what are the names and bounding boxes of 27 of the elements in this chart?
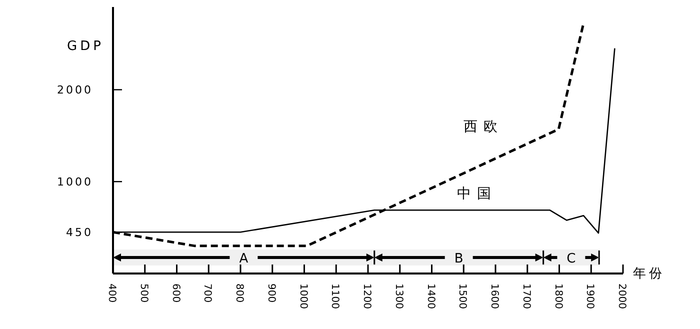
band-label: C [566,252,576,266]
x-tick-label: 500 [138,284,149,303]
x-tick-label: 900 [265,284,276,303]
x-tick-label: 700 [202,284,213,303]
y-tick-label: 1000 [57,176,93,189]
x-tick-label: 1300 [392,284,404,309]
x-tick-label: 1200 [361,284,372,309]
x-tick-label: 1700 [520,284,532,309]
x-tick-label: 1100 [329,284,340,309]
x-axis-title: 年份 [633,266,665,282]
x-tick-label: 1600 [488,284,500,309]
x-tick-label: 1900 [584,284,596,309]
series-label: 中国 [457,186,498,202]
x-tick-label: 1800 [552,284,564,309]
series-label: 西欧 [464,119,504,136]
x-tick-label: 1000 [297,284,308,309]
y-tick-label: 2000 [57,84,93,97]
x-tick-label: 400 [106,284,117,303]
x-tick-label: 1400 [424,284,436,309]
band-label: A [239,252,248,266]
x-tick-label: 2000 [616,284,627,309]
x-tick-label: 800 [234,284,244,303]
y-axis-title: GDP [67,39,104,54]
band-label: B [454,252,464,266]
x-tick-label: 600 [170,284,181,303]
x-tick-label: 1500 [456,284,468,309]
y-tick-label: 450 [66,226,93,240]
